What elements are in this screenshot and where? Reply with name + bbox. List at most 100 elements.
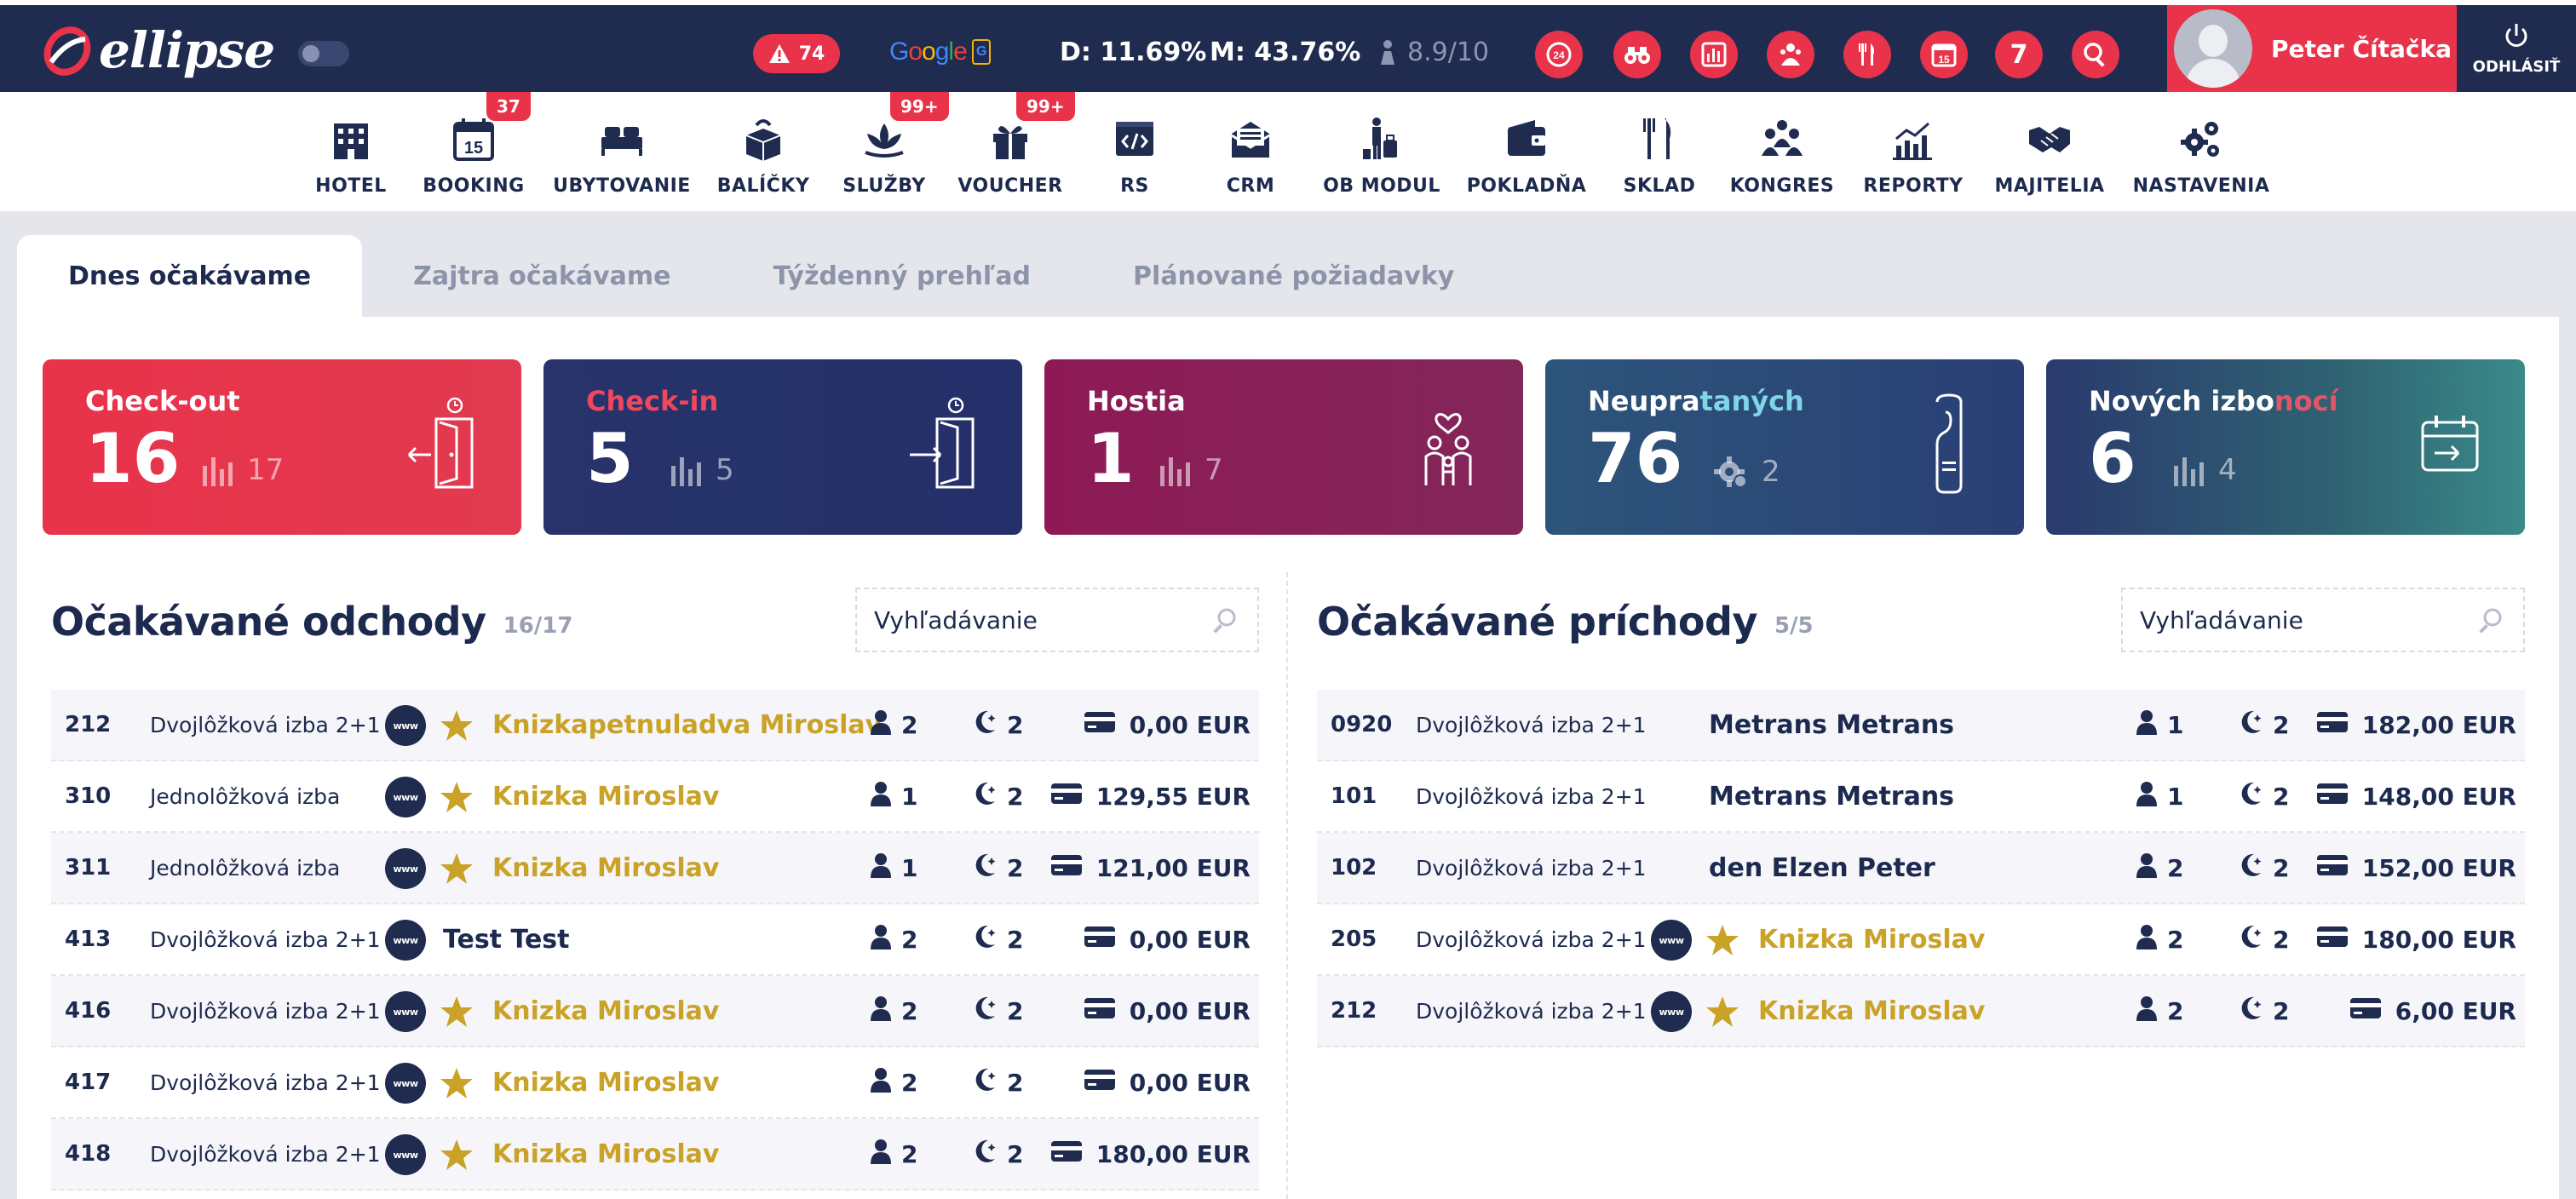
- nights: 2: [2237, 852, 2289, 884]
- table-row[interactable]: 0920 Dvojlôžková izba 2+1 Metrans Metrans 1…: [1317, 690, 2525, 761]
- table-row[interactable]: 418 Dvojlôžková izba 2+1 www Knizka Mirosla…: [51, 1119, 1259, 1190]
- card-title: Check-in: [586, 385, 719, 417]
- guest-name[interactable]: Metrans Metrans: [1709, 709, 1955, 740]
- search-icon: [2479, 608, 2502, 634]
- logout-button[interactable]: ODHLÁSIŤ: [2457, 5, 2576, 92]
- moon-icon: [971, 1139, 998, 1170]
- nav-item-reporty[interactable]: REPORTY: [1841, 92, 1986, 211]
- nav-badge: 99+: [1016, 92, 1075, 121]
- card-value: 76: [1588, 419, 1683, 498]
- price: 0,00 EUR: [1084, 710, 1251, 740]
- card-guests[interactable]: Hostia 1 7: [1044, 359, 1523, 535]
- guest-name[interactable]: Knizka Miroslav: [492, 1139, 720, 1169]
- app-logo[interactable]: ellipse: [41, 20, 275, 80]
- departures-search-input[interactable]: Vyhľadávanie: [855, 588, 1259, 652]
- tab-tomorrow[interactable]: Zajtra očakávame: [413, 261, 671, 291]
- calendar-checkin-icon: [2409, 393, 2491, 496]
- table-row[interactable]: 101 Dvojlôžková izba 2+1 Metrans Metrans 1 2…: [1317, 761, 2525, 833]
- nav-item-kongres[interactable]: KONGRES: [1710, 92, 1854, 211]
- vip-star-icon: [440, 1066, 474, 1100]
- room-number: 416: [65, 998, 112, 1024]
- alerts-button[interactable]: 74: [753, 34, 840, 73]
- table-row[interactable]: 212 Dvojlôžková izba 2+1 www Knizka Mirosla…: [1317, 976, 2525, 1047]
- room-type: Dvojlôžková izba 2+1: [150, 998, 381, 1024]
- bed-icon: [596, 114, 647, 164]
- departures-title: Očakávané odchody: [51, 599, 486, 645]
- nights: 2: [971, 852, 1023, 884]
- persons: 2: [2135, 995, 2183, 1027]
- calendar-15-icon: 15: [1931, 43, 1957, 67]
- housekeeping-button[interactable]: [1767, 31, 1814, 78]
- card-title: Hostia: [1087, 385, 1186, 417]
- card-new-room-nights[interactable]: Nových izbonocí 6 4: [2046, 359, 2525, 535]
- table-row[interactable]: 413 Dvojlôžková izba 2+1 www Test Test 2 2 0,0…: [51, 904, 1259, 976]
- nav-item-crm[interactable]: CRM: [1178, 92, 1323, 211]
- nav-item-rs[interactable]: RS: [1062, 92, 1207, 211]
- mode-toggle[interactable]: [298, 41, 349, 66]
- guest-name[interactable]: Knizka Miroslav: [492, 781, 720, 812]
- nav-item-booking[interactable]: 15 BOOKING 37: [401, 92, 546, 211]
- tab-weekly[interactable]: Týždenný prehľad: [773, 261, 1032, 291]
- search-button[interactable]: [2072, 31, 2119, 78]
- nav-item-voucher[interactable]: VOUCHER 99+: [938, 92, 1083, 211]
- credit-card-icon: [2316, 710, 2349, 740]
- rating-value: 8.9/10: [1407, 37, 1489, 67]
- count-badge-value: 7: [2010, 39, 2028, 70]
- nav-label: HOTEL: [315, 175, 387, 197]
- guest-name[interactable]: Knizka Miroslav: [492, 995, 720, 1026]
- card-check-out[interactable]: Check-out 16 17: [43, 359, 521, 535]
- nav-item-poklad-a[interactable]: POKLADŇA: [1454, 92, 1599, 211]
- guest-name[interactable]: den Elzen Peter: [1709, 852, 1935, 883]
- nav-item-majitelia[interactable]: MAJITELIA: [1977, 92, 2122, 211]
- card-check-in[interactable]: Check-in 5 5: [543, 359, 1022, 535]
- statistics-button[interactable]: [1690, 31, 1738, 78]
- room-type: Dvojlôžková izba 2+1: [150, 1141, 381, 1167]
- table-row[interactable]: 417 Dvojlôžková izba 2+1 www Knizka Mirosla…: [51, 1047, 1259, 1119]
- tab-today[interactable]: Dnes očakávame: [17, 235, 363, 317]
- nav-item-slu-by[interactable]: SLUŽBY 99+: [812, 92, 957, 211]
- guest-name[interactable]: Knizka Miroslav: [492, 1067, 720, 1098]
- credit-card-icon: [2349, 996, 2382, 1026]
- nav-item-bal-ky[interactable]: BALÍČKY: [691, 92, 836, 211]
- nav-item-nastavenia[interactable]: NASTAVENIA: [2129, 92, 2274, 211]
- 24h-button[interactable]: 24: [1535, 31, 1583, 78]
- code-icon: [1109, 114, 1160, 164]
- chart-icon: [1888, 114, 1939, 164]
- table-row[interactable]: 416 Dvojlôžková izba 2+1 www Knizka Mirosla…: [51, 976, 1259, 1047]
- table-row[interactable]: 310 Jednolôžková izba www Knizka Miroslav 1 2…: [51, 761, 1259, 833]
- restaurant-button[interactable]: [1843, 31, 1891, 78]
- price: 148,00 EUR: [2316, 782, 2516, 812]
- table-row[interactable]: 212 Dvojlôžková izba 2+1 www Knizkapetnulad…: [51, 690, 1259, 761]
- nav-item-hotel[interactable]: HOTEL: [279, 92, 423, 211]
- nav-item-ubytovanie[interactable]: UBYTOVANIE: [549, 92, 694, 211]
- tab-planned-requests[interactable]: Plánované požiadavky: [1133, 261, 1455, 291]
- moon-icon: [971, 852, 998, 884]
- guest-name[interactable]: Knizka Miroslav: [1758, 924, 1986, 955]
- nights: 2: [2237, 995, 2289, 1027]
- table-row[interactable]: 311 Jednolôžková izba www Knizka Miroslav 1 2…: [51, 833, 1259, 904]
- table-row[interactable]: 102 Dvojlôžková izba 2+1 den Elzen Peter 2 2…: [1317, 833, 2525, 904]
- price: 0,00 EUR: [1084, 925, 1251, 955]
- room-type: Dvojlôžková izba 2+1: [1416, 855, 1647, 881]
- count-badge-button[interactable]: 7: [1995, 31, 2043, 78]
- persons-count: 2: [901, 1068, 918, 1097]
- nav-item-ob-modul[interactable]: OB MODUL: [1309, 92, 1454, 211]
- guest-name[interactable]: Metrans Metrans: [1709, 781, 1955, 812]
- guest-name[interactable]: Test Test: [443, 924, 570, 955]
- binoculars-button[interactable]: [1613, 31, 1661, 78]
- calendar-button[interactable]: 15: [1920, 31, 1968, 78]
- price-value: 180,00 EUR: [2361, 925, 2516, 954]
- wallet-icon: [1501, 114, 1552, 164]
- guest-name[interactable]: Knizka Miroslav: [492, 852, 720, 883]
- google-reviews-link[interactable]: Google G: [889, 37, 991, 66]
- bars-icon: [203, 457, 233, 486]
- price-value: 0,00 EUR: [1129, 996, 1251, 1025]
- user-menu[interactable]: Peter Čítačka: [2167, 5, 2457, 92]
- table-row[interactable]: 205 Dvojlôžková izba 2+1 www Knizka Mirosla…: [1317, 904, 2525, 976]
- guest-name[interactable]: Knizka Miroslav: [1758, 995, 1986, 1026]
- nights-count: 2: [1007, 782, 1024, 811]
- guest-name[interactable]: Knizkapetnuladva Miroslav: [492, 709, 883, 740]
- nav-item-sklad[interactable]: SKLAD: [1587, 92, 1732, 211]
- arrivals-search-input[interactable]: Vyhľadávanie: [2121, 588, 2525, 652]
- card-dirty-rooms[interactable]: Neuprataných 76 2: [1545, 359, 2024, 535]
